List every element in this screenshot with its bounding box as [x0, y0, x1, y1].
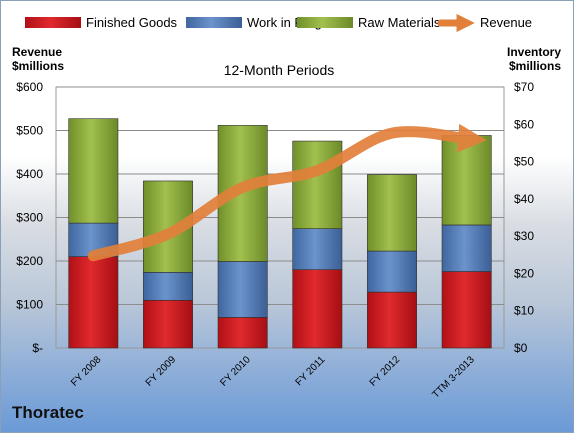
bar-work-in-progress: [367, 250, 417, 293]
x-tick-label: FY 2012: [368, 354, 403, 389]
bar-finished-goods: [68, 256, 119, 349]
bar-raw-materials: [441, 135, 492, 226]
legend-label-revenue: Revenue: [480, 15, 532, 30]
bar-raw-materials: [292, 140, 343, 229]
y-right-tick-label: $20: [514, 266, 534, 280]
bar-finished-goods: [143, 299, 193, 349]
legend-swatch-raw-materials: [297, 17, 353, 28]
y-left-tick-label: $-: [32, 341, 43, 355]
revenue-line: [87, 123, 487, 262]
y-right-tick-label: $0: [514, 341, 528, 355]
y-right-axis-title-line1: Inventory: [507, 45, 561, 59]
bar-raw-materials: [367, 174, 417, 252]
x-tick-label: FY 2011: [294, 354, 328, 388]
y-left-tick-label: $400: [16, 167, 43, 181]
legend-label-finished-goods: Finished Goods: [86, 15, 178, 30]
bar-finished-goods: [217, 317, 268, 349]
bar-raw-materials: [68, 118, 119, 224]
x-tick-label: FY 2010: [218, 354, 253, 389]
bar-work-in-progress: [292, 228, 343, 271]
bar-work-in-progress: [217, 261, 268, 318]
x-tick-label: TTM 3-2013: [430, 354, 477, 401]
x-tick-label: FY 2009: [144, 354, 179, 389]
y-left-tick-label: $500: [16, 124, 43, 138]
y-left-axis-title-line2: $millions: [12, 59, 64, 73]
bar-finished-goods: [441, 271, 492, 349]
y-right-tick-label: $30: [514, 229, 534, 243]
bar-work-in-progress: [441, 224, 492, 272]
legend-swatch-finished-goods: [25, 17, 81, 28]
company-name: Thoratec: [12, 403, 84, 422]
y-right-tick-label: $10: [514, 304, 534, 318]
y-left-axis-title-line1: Revenue: [12, 45, 62, 59]
y-right-tick-label: $40: [514, 192, 534, 206]
legend-swatch-work-in-progress: [186, 17, 242, 28]
bar-finished-goods: [292, 269, 343, 349]
y-left-tick-label: $600: [16, 80, 43, 94]
chart-title: 12-Month Periods: [224, 62, 335, 78]
bar-work-in-progress: [143, 272, 193, 301]
chart-legend: Finished Goods Work in Progress Raw Mate…: [25, 13, 532, 33]
x-tick-label: FY 2008: [69, 354, 104, 389]
y-right-tick-label: $60: [514, 117, 534, 131]
y-right-axis-title-line2: $millions: [509, 59, 561, 73]
legend-label-raw-materials: Raw Materials: [358, 15, 441, 30]
y-left-tick-label: $300: [16, 211, 43, 225]
y-left-tick-label: $200: [16, 254, 43, 268]
y-left-tick-label: $100: [16, 298, 43, 312]
y-right-tick-label: $70: [514, 80, 534, 94]
y-right-tick-label: $50: [514, 155, 534, 169]
bar-finished-goods: [367, 291, 417, 349]
